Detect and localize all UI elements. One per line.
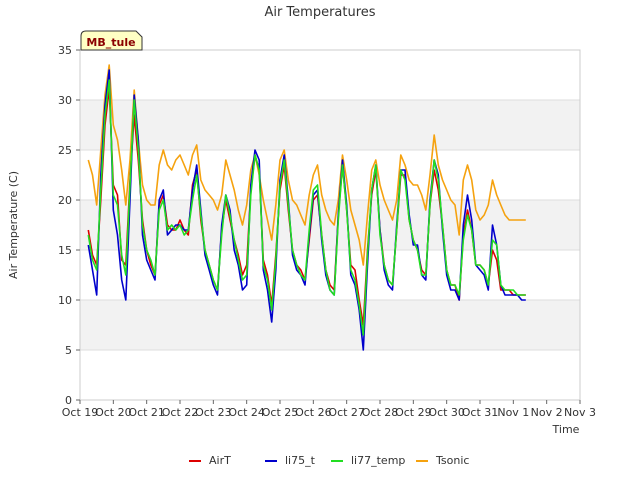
x-tick-label: Oct 19 <box>62 406 99 419</box>
plot-band <box>80 150 580 200</box>
x-tick-label: Oct 23 <box>195 406 232 419</box>
legend-label: li77_temp <box>351 454 405 467</box>
x-tick-label: Oct 20 <box>95 406 132 419</box>
plot-band <box>80 100 580 150</box>
series-line-tsonic <box>87 64 526 266</box>
plot-frame <box>79 49 581 401</box>
x-tick-label: Oct 21 <box>128 406 165 419</box>
site-badge-shape <box>80 30 143 51</box>
y-tick-label: 35 <box>58 44 72 57</box>
legend-label: AirT <box>209 454 231 467</box>
chart-title: Air Temperatures <box>264 5 375 20</box>
x-tick-label: Nov 2 <box>531 406 563 419</box>
plot-band <box>80 350 580 400</box>
y-axis-ticks: 0 5 10 15 20 25 30 35 <box>58 44 80 407</box>
y-axis-label: Air Temperature (C) <box>7 171 20 279</box>
x-tick-label: Oct 26 <box>295 406 332 419</box>
x-tick-label: Oct 24 <box>228 406 265 419</box>
y-tick-label: 15 <box>58 244 72 257</box>
x-tick-label: Oct 31 <box>462 406 499 419</box>
plot-band <box>80 300 580 350</box>
y-tick-label: 20 <box>58 194 72 207</box>
plot-band <box>80 200 580 250</box>
x-axis-label: Time <box>552 423 580 436</box>
x-tick-label: Oct 25 <box>262 406 299 419</box>
x-tick-label: Oct 28 <box>362 406 399 419</box>
legend-label: li75_t <box>285 454 316 467</box>
x-tick-label: Nov 3 <box>564 406 596 419</box>
y-tick-label: 0 <box>65 394 72 407</box>
site-badge: MB_tule <box>80 30 143 51</box>
x-tick-label: Nov 1 <box>497 406 529 419</box>
x-tick-label: Oct 29 <box>395 406 432 419</box>
y-tick-label: 25 <box>58 144 72 157</box>
y-tick-label: 30 <box>58 94 72 107</box>
series-line-li77-temp <box>87 79 526 336</box>
series-lines <box>87 64 526 351</box>
plot-background <box>80 50 580 400</box>
site-badge-label: MB_tule <box>86 36 135 49</box>
plot-band <box>80 50 580 100</box>
x-tick-label: Oct 22 <box>162 406 199 419</box>
y-tick-label: 5 <box>65 344 72 357</box>
x-tick-label: Oct 27 <box>328 406 365 419</box>
legend-label: Tsonic <box>435 454 469 467</box>
x-tick-label: Oct 30 <box>428 406 465 419</box>
y-tick-label: 10 <box>58 294 72 307</box>
legend: AirT li75_t li77_temp Tsonic <box>189 454 469 467</box>
